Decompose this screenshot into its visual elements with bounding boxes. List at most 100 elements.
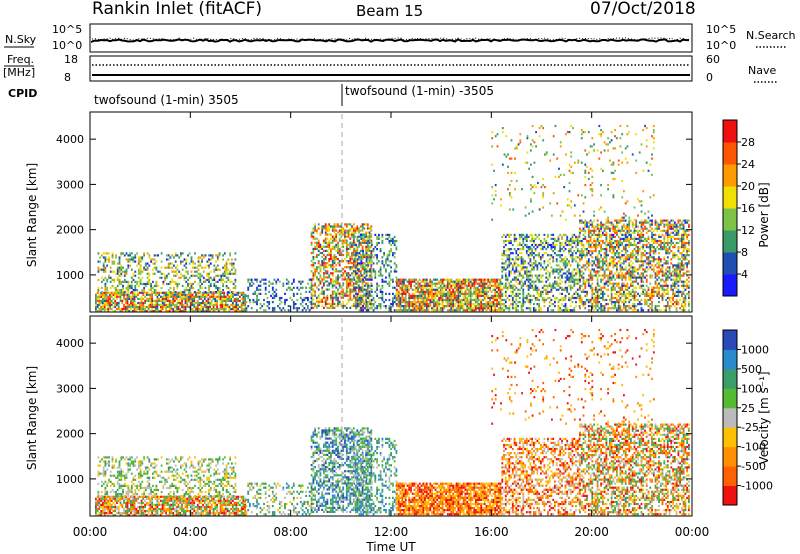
power-cell: [547, 246, 549, 249]
power-cell: [571, 233, 574, 236]
power-cell: [229, 280, 231, 283]
power-cell: [596, 272, 599, 275]
power-cell: [624, 276, 627, 279]
power-cell: [422, 288, 425, 291]
power-cell: [482, 288, 484, 291]
power-cell: [352, 251, 355, 255]
power-cell: [571, 276, 574, 279]
power-cell: [642, 243, 645, 247]
power-cell: [476, 298, 479, 302]
power-cell: [176, 282, 179, 286]
power-cell: [310, 282, 313, 285]
power-cell: [319, 300, 322, 303]
power-cell: [591, 307, 594, 310]
power-cell: [133, 299, 136, 302]
power-cell: [148, 272, 151, 275]
power-cell: [631, 231, 634, 234]
power-cell: [619, 270, 622, 273]
power-cell: [633, 292, 636, 295]
power-cell: [164, 278, 166, 281]
power-cell: [207, 297, 210, 300]
power-cell: [128, 310, 131, 313]
power-cell: [363, 302, 366, 305]
power-cell: [338, 262, 341, 265]
power-cell: [547, 235, 549, 238]
power-cell: [227, 268, 230, 271]
power-cell: [354, 260, 357, 263]
power-cell: [207, 301, 210, 305]
power-cell: [351, 284, 353, 287]
power-cell: [155, 260, 158, 263]
power-cell: [376, 284, 378, 287]
power-cell: [445, 284, 447, 287]
power-cell: [139, 268, 142, 271]
power-cell: [605, 288, 608, 291]
power-cell: [128, 295, 131, 298]
power-cell: [464, 298, 467, 302]
power-cell: [457, 294, 460, 297]
power-cell: [609, 282, 611, 285]
power-cell: [227, 272, 230, 275]
power-cell: [584, 280, 587, 283]
power-cell: [552, 260, 555, 263]
power-cell: [376, 282, 378, 285]
power-cell: [119, 295, 122, 298]
power-cell: [555, 296, 558, 300]
power-cell: [131, 293, 134, 296]
power-cell: [310, 298, 313, 301]
power-cell: [225, 266, 228, 269]
power-cell: [354, 241, 357, 244]
power-cell: [96, 305, 99, 309]
power-cell: [452, 282, 454, 285]
power-cell: [483, 290, 486, 293]
power-cell: [573, 309, 576, 312]
power-cell: [600, 221, 602, 224]
power-cell: [244, 301, 247, 305]
power-cell: [543, 305, 546, 308]
power-cell: [227, 276, 230, 279]
power-cell: [324, 280, 327, 283]
power-cell: [529, 307, 532, 310]
power-cell: [349, 258, 352, 261]
power-cell: [121, 291, 124, 294]
power-cell: [195, 270, 198, 273]
power-cell: [580, 221, 583, 224]
power-cell: [480, 303, 483, 306]
power-cell: [569, 272, 572, 275]
power-cell: [220, 274, 223, 277]
power-cell: [331, 247, 334, 250]
power-cell: [582, 301, 585, 304]
power-cell: [616, 262, 618, 265]
power-cell: [575, 305, 577, 308]
power-cell: [113, 280, 116, 283]
power-cell: [436, 292, 439, 295]
power-cell: [335, 270, 338, 273]
power-cell: [331, 260, 334, 263]
power-cell: [149, 301, 152, 305]
power-cell: [638, 301, 641, 304]
power-cell: [635, 286, 638, 289]
power-cell: [323, 258, 325, 261]
power-cell: [425, 284, 428, 287]
power-cell: [552, 250, 555, 253]
power-cell: [143, 286, 145, 290]
power-cell: [242, 293, 245, 296]
power-cell: [363, 270, 366, 273]
power-cell: [316, 229, 318, 232]
power-cell: [452, 305, 454, 308]
power-cell: [603, 248, 606, 251]
power-cell: [321, 231, 324, 234]
power-cell: [550, 246, 553, 249]
power-cell: [637, 298, 639, 302]
power-cell: [476, 286, 479, 289]
power-cell: [513, 235, 516, 238]
power-cell: [607, 254, 609, 257]
power-cell: [529, 272, 532, 275]
power-cell: [496, 280, 498, 283]
power-cell: [617, 256, 620, 259]
power-cell: [638, 264, 641, 267]
power-cell: [510, 303, 512, 306]
power-cell: [628, 301, 631, 304]
power-cell: [517, 305, 519, 308]
power-cell: [468, 298, 470, 302]
